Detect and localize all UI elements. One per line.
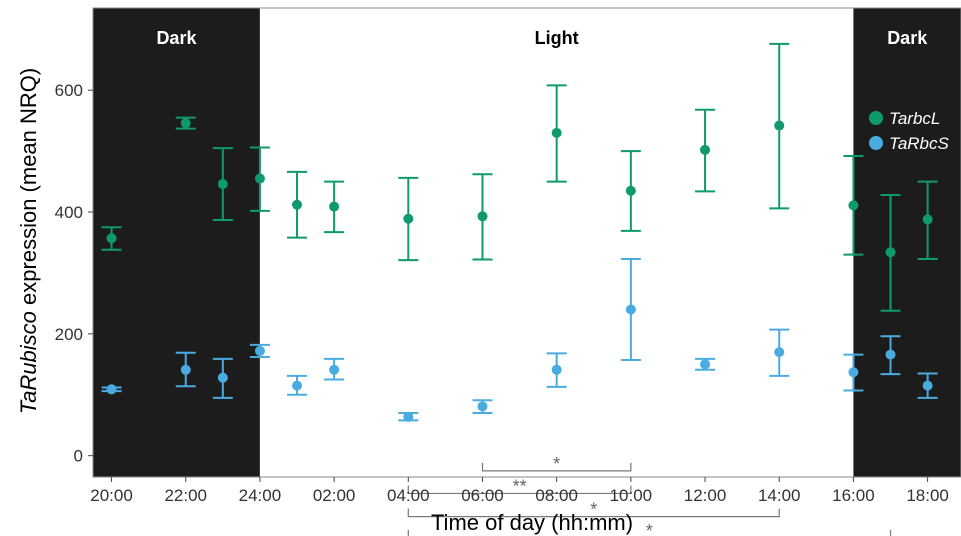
x-tick-label: 06:00 — [461, 486, 504, 505]
x-tick-label: 04:00 — [387, 486, 430, 505]
band-label-1: Dark — [156, 28, 197, 48]
data-point — [700, 359, 711, 370]
data-point — [477, 211, 488, 222]
x-tick-label: 12:00 — [684, 486, 727, 505]
significance-bracket-1 — [481, 462, 632, 472]
y-tick-label: 200 — [55, 325, 83, 344]
band-1 — [93, 8, 260, 477]
band-label-2: Light — [535, 28, 579, 48]
data-point — [848, 367, 859, 378]
data-point — [180, 118, 191, 129]
x-tick-label: 10:00 — [610, 486, 653, 505]
x-axis-title: Time of day (hh:mm) — [431, 510, 633, 535]
data-point — [292, 380, 303, 391]
legend: TarbcL TaRbcS — [869, 109, 950, 153]
axes: 0 200 400 600 20:00 22:00 24:00 02:00 04:00 06:00… — [55, 7, 961, 505]
data-point — [774, 120, 785, 131]
x-tick-label: 14:00 — [758, 486, 801, 505]
y-axis-title-rest: expression (mean NRQ) — [16, 68, 41, 311]
data-point — [551, 127, 562, 138]
significance-label-2: ** — [513, 476, 527, 496]
x-tick-label: 18:00 — [906, 486, 949, 505]
y-axis-title: TaRubisco expression (mean NRQ) — [16, 68, 41, 414]
series-TarbcL — [101, 42, 938, 312]
x-tick-label: 16:00 — [832, 486, 875, 505]
y-tick-label: 600 — [55, 81, 83, 100]
y-tick-label: 400 — [55, 203, 83, 222]
plot-frame — [92, 7, 961, 478]
data-point — [254, 173, 265, 184]
legend-marker-TaRbcS — [869, 136, 883, 150]
band-label-3: Dark — [887, 28, 928, 48]
legend-label-TaRbcS: TaRbcS — [889, 134, 950, 153]
legend-label-TarbcL: TarbcL — [889, 109, 940, 128]
significance-bracket-4 — [407, 529, 892, 536]
data-point — [254, 345, 265, 356]
y-axis-title-italic: TaRubisco — [16, 311, 41, 414]
data-point — [106, 233, 117, 244]
data-point — [885, 349, 896, 360]
significance-bracket-2 — [407, 485, 632, 495]
data-series — [101, 42, 938, 422]
data-point — [217, 179, 228, 190]
data-point — [885, 247, 896, 258]
data-point — [329, 201, 340, 212]
data-point — [922, 380, 933, 391]
x-tick-label: 08:00 — [535, 486, 578, 505]
data-point — [329, 364, 340, 375]
legend-marker-TarbcL — [869, 111, 883, 125]
data-point — [292, 199, 303, 210]
y-tick-label: 0 — [74, 447, 83, 466]
data-point — [106, 384, 117, 395]
significance-label-4: * — [646, 521, 653, 536]
data-point — [403, 411, 414, 422]
x-tick-label: 20:00 — [90, 486, 133, 505]
data-point — [477, 401, 488, 412]
x-tick-label: 24:00 — [239, 486, 282, 505]
band-3 — [853, 8, 961, 477]
significance-brackets: ***** — [407, 454, 892, 536]
data-point — [551, 364, 562, 375]
significance-label-1: * — [553, 454, 560, 474]
data-point — [217, 372, 228, 383]
data-point — [848, 200, 859, 211]
data-point — [625, 185, 636, 196]
data-point — [403, 213, 414, 224]
day-night-bands: Dark Light Dark — [93, 8, 961, 477]
data-point — [700, 144, 711, 155]
data-point — [625, 304, 636, 315]
significance-label-3: * — [590, 500, 597, 520]
series-TaRbcS — [101, 257, 938, 422]
x-tick-label: 02:00 — [313, 486, 356, 505]
band-2 — [259, 8, 854, 477]
x-tick-label: 22:00 — [164, 486, 207, 505]
data-point — [180, 364, 191, 375]
significance-bracket-3 — [407, 508, 780, 518]
data-point — [922, 214, 933, 225]
data-point — [774, 347, 785, 358]
